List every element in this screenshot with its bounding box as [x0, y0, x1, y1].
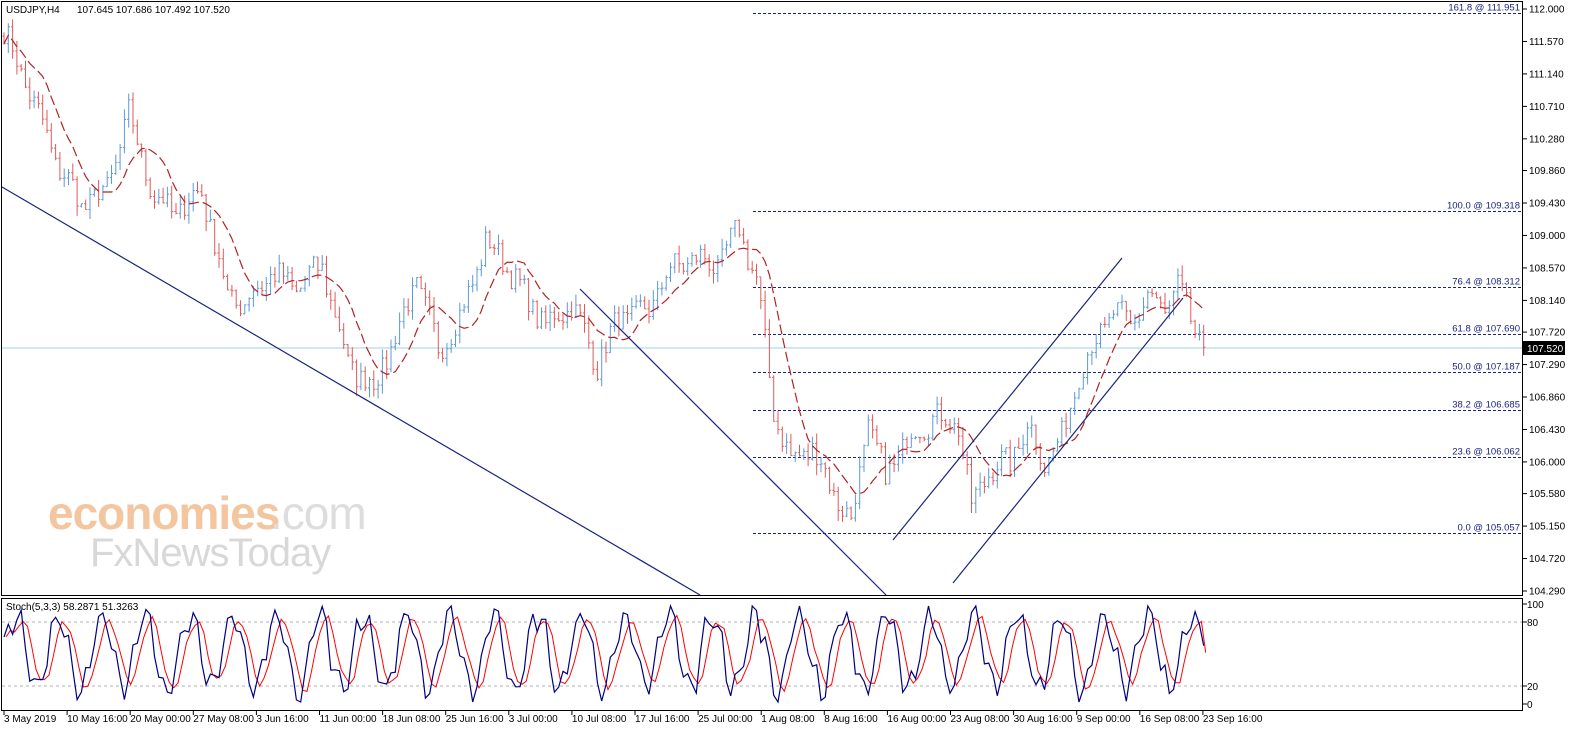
- trendlines: [1, 186, 1184, 596]
- stoch-level-0: 0: [1527, 700, 1533, 711]
- chart-ohlc: 107.645 107.686 107.492 107.520: [77, 5, 230, 16]
- price-tick-label: 110.280: [1529, 134, 1565, 145]
- chart-symbol: USDJPY,H4: [6, 5, 60, 16]
- watermark: economies .com FxNewsToday: [48, 487, 367, 575]
- price-tick-label: 107.720: [1529, 328, 1566, 339]
- current-price-value: 107.520: [1527, 344, 1564, 355]
- time-tick-label: 11 Jun 00:00: [320, 714, 378, 725]
- price-tick-label: 110.710: [1529, 102, 1565, 113]
- time-tick-label: 27 May 08:00: [193, 714, 254, 725]
- stoch-panel-frame: [1, 598, 1523, 711]
- candles: [2, 19, 1206, 522]
- main-panel-frame: [1, 1, 1523, 596]
- fib-level-label: 0.0 @ 105.057: [1458, 523, 1520, 534]
- price-tick-label: 109.430: [1529, 199, 1566, 210]
- time-tick-label: 10 May 16:00: [67, 714, 128, 725]
- fibonacci-levels: 161.8 @ 111.951 100.0 @ 109.318 76.4 @ 108…: [753, 3, 1522, 534]
- price-tick-label: 106.000: [1529, 457, 1566, 468]
- price-tick-label: 106.860: [1529, 393, 1566, 404]
- fib-level-label: 161.8 @ 111.951: [1448, 3, 1520, 14]
- stoch-level-20: 20: [1527, 682, 1539, 693]
- time-tick-label: 18 Jun 08:00: [383, 714, 441, 725]
- stoch-level-100: 100: [1527, 600, 1544, 611]
- time-tick-label: 3 Jul 00:00: [509, 714, 558, 725]
- price-tick-label: 105.150: [1529, 522, 1566, 533]
- fib-level-label: 50.0 @ 107.187: [1452, 362, 1520, 373]
- time-tick-label: 10 Jul 08:00: [572, 714, 627, 725]
- current-price-tag: 107.520: [1523, 341, 1565, 355]
- stoch-level-80: 80: [1527, 618, 1539, 629]
- channel-lower-line: [952, 297, 1184, 584]
- price-tick-label: 112.000: [1529, 5, 1565, 16]
- price-tick-label: 111.570: [1529, 37, 1564, 48]
- price-tick-label: 108.140: [1529, 296, 1566, 307]
- fib-level-label: 100.0 @ 109.318: [1447, 201, 1520, 212]
- channel-upper-line: [892, 257, 1123, 541]
- time-tick-label: 17 Jul 16:00: [635, 714, 690, 725]
- time-tick-label: 3 May 2019: [4, 714, 57, 725]
- time-tick-label: 23 Sep 16:00: [1203, 714, 1263, 725]
- watermark-fxnewstoday: FxNewsToday: [90, 531, 331, 575]
- price-tick-label: 104.290: [1529, 587, 1566, 598]
- watermark-dotcom: .com: [270, 487, 366, 539]
- price-tick-label: 108.570: [1529, 263, 1566, 274]
- price-tick-label: 105.580: [1529, 489, 1566, 500]
- long-downtrend-line: [1, 186, 701, 596]
- time-tick-label: 3 Jun 16:00: [256, 714, 309, 725]
- fib-level-label: 76.4 @ 108.312: [1452, 277, 1520, 288]
- time-tick-label: 8 Aug 16:00: [824, 714, 878, 725]
- fib-level-label: 38.2 @ 106.685: [1452, 400, 1520, 411]
- price-tick-label: 111.140: [1529, 69, 1564, 80]
- stoch-main-line: [3, 604, 1205, 704]
- fib-level-label: 23.6 @ 106.062: [1452, 447, 1520, 458]
- price-tick-label: 107.290: [1529, 360, 1566, 371]
- time-tick-label: 16 Aug 00:00: [887, 714, 946, 725]
- price-axis: 112.000 111.570 111.140 110.710 110.280 109.8…: [1522, 5, 1566, 598]
- price-tick-label: 104.720: [1529, 554, 1566, 565]
- watermark-economies: economies: [48, 487, 279, 539]
- price-tick-label: 109.000: [1529, 231, 1566, 242]
- fib-level-label: 61.8 @ 107.690: [1452, 324, 1520, 335]
- time-tick-label: 20 May 00:00: [130, 714, 191, 725]
- time-tick-label: 9 Sep 00:00: [1077, 714, 1131, 725]
- price-tick-label: 109.860: [1529, 166, 1566, 177]
- time-tick-label: 30 Aug 16:00: [1014, 714, 1073, 725]
- time-tick-label: 25 Jun 16:00: [446, 714, 504, 725]
- time-axis: 3 May 2019 10 May 16:00 20 May 00:00 27 May…: [3, 711, 1263, 725]
- stoch-label: Stoch(5,3,3) 58.2871 51.3263: [6, 602, 139, 613]
- time-tick-label: 25 Jul 00:00: [698, 714, 753, 725]
- time-tick-label: 23 Aug 08:00: [951, 714, 1010, 725]
- price-tick-label: 106.430: [1529, 425, 1566, 436]
- time-tick-label: 16 Sep 08:00: [1140, 714, 1200, 725]
- time-tick-label: 1 Aug 08:00: [761, 714, 815, 725]
- july-downtrend-line: [579, 288, 887, 596]
- moving-average-line: [3, 34, 1205, 495]
